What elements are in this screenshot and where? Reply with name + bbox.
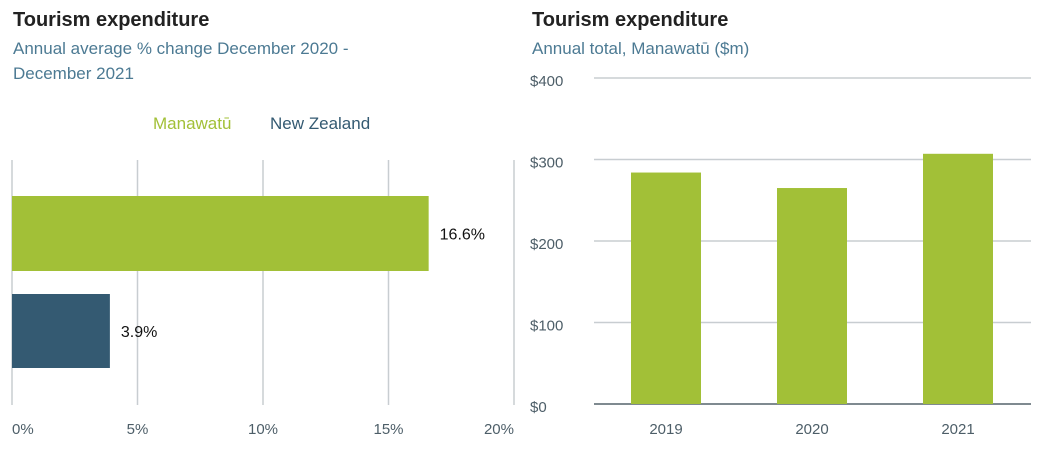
data-label: 16.6%	[440, 227, 485, 244]
legend-item-manawatu: Manawatū	[153, 114, 232, 133]
x-tick-label: 5%	[127, 421, 149, 438]
x-tick-label: 2021	[941, 421, 974, 438]
y-tick-label: $300	[530, 155, 563, 172]
x-tick-label: 10%	[248, 421, 278, 438]
y-tick-label: $100	[530, 318, 563, 335]
bar	[923, 153, 993, 404]
left-chart-panel: Tourism expenditure Annual average % cha…	[0, 0, 520, 451]
bar	[12, 294, 110, 368]
data-label: 3.9%	[121, 324, 157, 341]
bar	[631, 172, 701, 404]
right-bar-chart: $400 $300 $200 $100 $0 2019 2020 2021	[530, 73, 1031, 438]
legend-item-new-zealand: New Zealand	[270, 114, 371, 133]
right-chart-title: Tourism expenditure	[532, 9, 729, 31]
left-bar-chart: 0% 5% 10% 15% 20% 16.6% 3.9%	[11, 160, 515, 438]
x-tick-label: 2019	[649, 421, 682, 438]
right-chart-subtitle: Annual total, Manawatū ($m)	[532, 39, 750, 58]
bar	[777, 188, 847, 404]
x-tick-label: 15%	[373, 421, 403, 438]
left-chart-title: Tourism expenditure	[13, 9, 210, 31]
y-tick-label: $200	[530, 236, 563, 253]
y-tick-label: $0	[530, 399, 547, 416]
bar	[12, 196, 429, 271]
left-chart-subtitle: Annual average % change December 2020 - …	[13, 39, 349, 83]
x-tick-label: 0%	[12, 421, 34, 438]
x-tick-label: 2020	[795, 421, 828, 438]
y-tick-label: $400	[530, 73, 563, 90]
x-tick-label: 20%	[484, 421, 514, 438]
right-chart-panel: Tourism expenditure Annual total, Manawa…	[520, 0, 1046, 451]
